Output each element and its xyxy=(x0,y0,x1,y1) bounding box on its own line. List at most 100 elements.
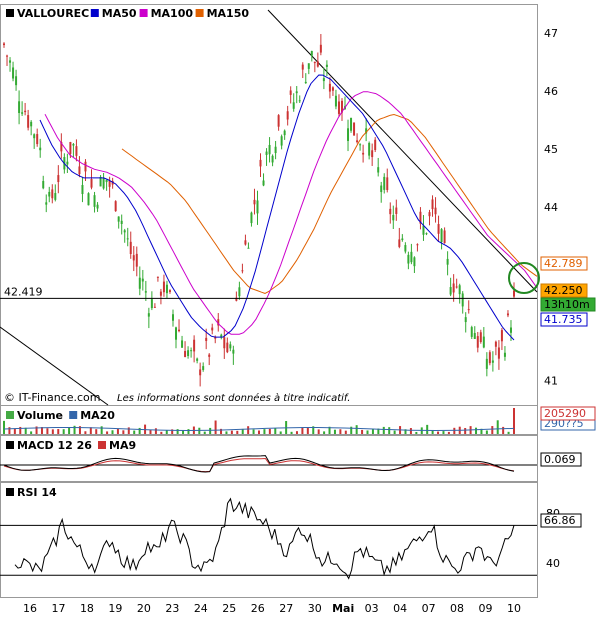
price-tick-label: 45 xyxy=(544,143,558,156)
volume-bar xyxy=(447,431,450,434)
candle-body xyxy=(256,200,259,214)
candle-body xyxy=(470,327,473,337)
candle-body xyxy=(368,142,371,156)
candle-body xyxy=(389,208,392,215)
candle-body xyxy=(419,211,422,224)
candle-body xyxy=(283,130,286,136)
candle-body xyxy=(500,330,503,342)
candle-body xyxy=(96,204,99,209)
candle-body xyxy=(494,341,497,347)
volume-bar xyxy=(138,427,141,434)
tag-macd-box xyxy=(540,452,582,467)
volume-bar xyxy=(344,430,347,434)
candle-body xyxy=(310,51,313,56)
candle-body xyxy=(395,207,398,214)
volume-bar xyxy=(100,426,103,434)
tag-ma150-box xyxy=(540,256,588,271)
candle-body xyxy=(401,238,404,241)
trend-line-lower xyxy=(0,326,109,406)
x-tick-label: 23 xyxy=(165,602,179,615)
candle-body xyxy=(184,351,187,357)
candle-body xyxy=(30,121,33,127)
level-line-label: 42.419 xyxy=(4,285,43,298)
candle-body xyxy=(223,337,226,349)
macd-series-group xyxy=(0,455,537,473)
candle-body xyxy=(120,220,123,224)
candle-body xyxy=(286,111,289,120)
price-series-group: 42.419 xyxy=(0,34,538,387)
macd-signal-line xyxy=(3,457,515,473)
candle-body xyxy=(513,290,515,297)
x-tick-label: 30 xyxy=(308,602,322,615)
candle-body xyxy=(199,369,202,376)
volume-bar xyxy=(409,428,412,434)
rsi-series-group xyxy=(0,497,537,580)
macd-legend-swatch xyxy=(98,441,106,449)
volume-bar xyxy=(274,428,277,434)
candle-body xyxy=(322,78,325,82)
candle-body xyxy=(277,115,280,127)
ma50-line xyxy=(39,74,515,341)
candle-body xyxy=(208,354,211,357)
candle-body xyxy=(102,177,105,189)
candle-body xyxy=(165,284,168,294)
x-tick-label: 07 xyxy=(422,602,436,615)
candle-body xyxy=(84,161,87,172)
volume-bar xyxy=(361,429,364,434)
candle-body xyxy=(175,327,178,340)
candle-body xyxy=(42,181,45,189)
highlight-circle xyxy=(508,262,540,294)
volume-bar xyxy=(13,428,16,434)
x-tick-label: 20 xyxy=(137,602,151,615)
ma100-line xyxy=(44,91,538,335)
candle-body xyxy=(253,199,256,205)
candle-body xyxy=(271,155,274,163)
candle-body xyxy=(162,281,165,293)
candle-body xyxy=(150,299,153,309)
volume-bar xyxy=(187,429,190,434)
volume-bar xyxy=(214,420,217,434)
volume-bar xyxy=(40,427,43,434)
candle-body xyxy=(506,313,509,316)
volume-bar xyxy=(8,427,11,434)
price-legend-swatch xyxy=(6,9,14,17)
volume-bar xyxy=(252,429,255,434)
x-tick-label: 18 xyxy=(80,602,94,615)
x-tick-label: 09 xyxy=(479,602,493,615)
candle-body xyxy=(340,100,343,113)
candle-body xyxy=(93,195,96,207)
volume-bar xyxy=(62,429,65,434)
volume-bar xyxy=(355,425,358,434)
macd-legend-label: MACD 12 26 xyxy=(17,439,92,452)
footer-note: Les informations sont données à titre in… xyxy=(117,392,350,404)
volume-bar xyxy=(149,429,152,434)
candle-body xyxy=(509,327,512,333)
candle-body xyxy=(238,287,241,297)
volume-bar xyxy=(480,428,483,434)
volume-legend-swatch xyxy=(6,411,14,419)
candle-body xyxy=(289,90,292,95)
candle-body xyxy=(319,44,322,53)
candle-body xyxy=(51,189,54,199)
volume-bar xyxy=(371,429,374,434)
candle-body xyxy=(440,229,443,243)
tag-rsi-text: 66.86 xyxy=(544,514,576,527)
candle-body xyxy=(304,81,307,84)
candle-body xyxy=(416,244,419,246)
volume-bar xyxy=(404,429,407,434)
candle-body xyxy=(503,352,506,357)
candle-body xyxy=(452,283,455,293)
volume-bar xyxy=(3,420,5,434)
candle-body xyxy=(33,134,36,139)
candle-body xyxy=(211,327,214,331)
x-tick-label: 25 xyxy=(222,602,236,615)
axis-labels-group: 4746454443424180401617181920232425262730… xyxy=(23,27,560,615)
volume-bar xyxy=(442,431,445,434)
candle-body xyxy=(268,144,271,155)
candle-body xyxy=(488,352,491,364)
candle-body xyxy=(24,110,27,113)
candle-body xyxy=(69,141,72,154)
candle-body xyxy=(117,216,120,222)
candle-body xyxy=(262,180,265,186)
